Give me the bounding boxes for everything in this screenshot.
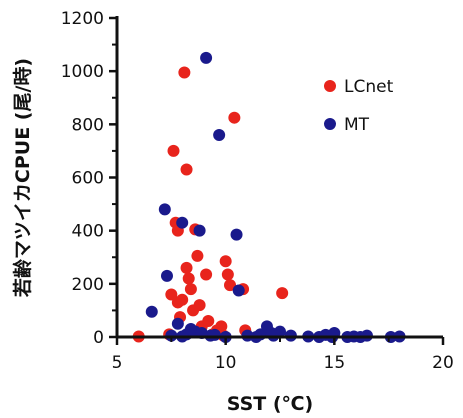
point-lcnet-2 xyxy=(167,144,180,157)
x-tick-label: 15 xyxy=(324,353,346,373)
point-mt-4 xyxy=(176,216,189,229)
point-lcnet-16 xyxy=(193,299,206,312)
x-tick-label: 5 xyxy=(112,353,123,373)
point-lcnet-15 xyxy=(191,249,204,262)
point-lcnet-18 xyxy=(200,268,213,281)
point-lcnet-1 xyxy=(165,288,178,301)
axes: 0 200 400 600 800 1000 1200 5 10 15 20 xyxy=(61,9,454,373)
x-tick-label: 20 xyxy=(432,353,454,373)
y-tick-label: 1000 xyxy=(61,62,104,82)
y-tick-label: 800 xyxy=(72,115,104,135)
point-lcnet-10 xyxy=(180,261,193,274)
legend-marker-mt xyxy=(324,118,336,130)
y-tick-label: 400 xyxy=(72,222,104,242)
point-lcnet-7 xyxy=(176,293,189,306)
point-lcnet-19 xyxy=(202,315,215,328)
point-mt-0 xyxy=(145,305,158,318)
y-axis-title: 若齢マツイカCPUE (尾/時) xyxy=(11,58,34,297)
point-mt-3 xyxy=(171,317,184,330)
y-tick-label: 0 xyxy=(93,328,104,348)
point-lcnet-12 xyxy=(184,283,197,296)
legend-label-lcnet: LCnet xyxy=(344,77,394,97)
point-lcnet-29 xyxy=(276,287,289,300)
x-axis-title: SST (℃) xyxy=(227,393,313,415)
legend-marker-lcnet xyxy=(324,80,336,92)
y-tick-label: 1200 xyxy=(61,9,104,29)
point-lcnet-8 xyxy=(178,66,191,79)
point-lcnet-22 xyxy=(215,320,228,333)
x-tick-label: 10 xyxy=(215,353,237,373)
point-mt-15 xyxy=(184,323,197,336)
point-lcnet-26 xyxy=(228,111,241,124)
point-mt-8 xyxy=(200,51,213,64)
y-tick-label: 600 xyxy=(72,169,104,189)
y-tick-label: 200 xyxy=(72,275,104,295)
point-lcnet-24 xyxy=(221,268,234,281)
point-lcnet-9 xyxy=(180,163,193,176)
point-mt-17 xyxy=(208,328,221,341)
point-mt-1 xyxy=(158,203,171,216)
point-lcnet-25 xyxy=(224,279,237,292)
point-lcnet-23 xyxy=(219,255,232,268)
point-lcnet-11 xyxy=(182,272,195,285)
point-mt-2 xyxy=(160,269,173,282)
point-mt-12 xyxy=(232,284,245,297)
point-mt-11 xyxy=(230,228,243,241)
point-mt-7 xyxy=(193,224,206,237)
legend-label-mt: MT xyxy=(344,115,370,135)
point-mt-10 xyxy=(213,128,226,141)
legend: LCnet MT xyxy=(324,77,394,135)
